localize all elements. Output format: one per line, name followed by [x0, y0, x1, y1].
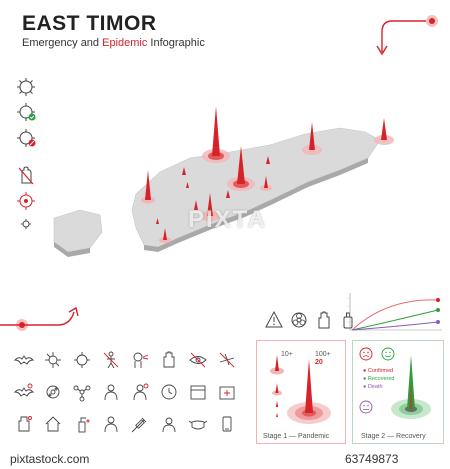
virus-icon — [74, 352, 90, 368]
page-subtitle: Emergency and Epidemic Infographic — [22, 37, 205, 49]
disinfect-icon — [78, 417, 90, 433]
main-island-edge — [144, 158, 368, 252]
virus-cell-icon — [46, 385, 60, 399]
oecusse-edge — [54, 242, 90, 257]
stage1-illustration — [270, 355, 331, 424]
left-icons-svg — [17, 78, 36, 229]
stay-home-icon — [133, 383, 149, 401]
biohazard-icon — [291, 312, 307, 328]
icon-grid-svg — [13, 351, 235, 433]
phone-icon — [222, 416, 232, 432]
spike — [145, 170, 151, 200]
home-icon — [45, 416, 61, 432]
bat-virus-icon — [13, 383, 35, 397]
east-timor-map — [53, 106, 394, 257]
legend-confirmed-label: Confirmed — [367, 368, 394, 374]
virus-icon — [17, 78, 35, 96]
spike — [381, 118, 387, 140]
spike — [163, 228, 167, 240]
subtitle-accent: Epidemic — [102, 37, 148, 49]
confirmed-line — [351, 299, 439, 331]
no-flight-icon — [219, 352, 235, 368]
sneeze-icon — [133, 352, 149, 368]
death-line — [351, 321, 439, 331]
virus-red-icon — [17, 192, 35, 210]
spike — [156, 218, 159, 224]
spike — [194, 200, 198, 210]
pin-dot — [429, 18, 435, 24]
trend-line-chart — [347, 293, 442, 331]
person-virus-icon — [104, 416, 118, 433]
page-title: EAST TIMOR — [22, 12, 157, 35]
stop-hand-icon — [318, 311, 330, 329]
hospital-icon — [219, 386, 235, 400]
spike — [266, 156, 270, 164]
icon-grid — [12, 348, 252, 444]
stage1-high-value: 100+ — [315, 351, 331, 358]
legend-death: ● Death — [363, 384, 383, 390]
sanitizer-icon — [343, 312, 353, 329]
legend-death-label: Death — [367, 384, 383, 390]
outbreak-spikes — [141, 106, 394, 243]
no-touch-icon — [18, 166, 34, 185]
stage1-high-sub: 20 — [315, 359, 323, 366]
curved-arrow-top — [376, 15, 438, 56]
spike — [186, 182, 189, 188]
footer-image-id: 63749873 — [345, 452, 399, 466]
stage2-panel: ● Confirmed ● Recovered ● Death Stage 2 … — [352, 340, 444, 444]
happy-face-icon — [381, 347, 395, 361]
virus-check-icon — [17, 103, 36, 121]
legend-recovered-label: Recovered — [367, 376, 395, 382]
left-icon-column — [14, 76, 42, 236]
clock-icon — [161, 384, 177, 400]
warning-icon — [265, 310, 283, 328]
small-virus-icon — [21, 219, 31, 229]
hand-sanitize-icon — [18, 416, 32, 432]
hand-wash-icon — [163, 351, 175, 368]
stage1-low-value: 10+ — [281, 351, 293, 358]
no-handshake-icon — [103, 351, 119, 369]
hazard-icon-row — [265, 310, 353, 329]
sad-face-icon — [359, 347, 373, 361]
stage1-panel: 10+ 100+ 20 Stage 1 — Pandemic — [256, 340, 346, 444]
no-eye-touch-icon — [189, 352, 207, 368]
recovered-line — [351, 309, 439, 331]
spike — [237, 146, 245, 184]
spike — [264, 176, 268, 188]
legend-confirmed: ● Confirmed — [363, 368, 394, 374]
oecusse-region — [53, 209, 103, 253]
stage1-label: Stage 1 — Pandemic — [263, 433, 330, 440]
spike — [207, 193, 213, 216]
doctor-icon — [104, 384, 118, 401]
subtitle-suffix: Infographic — [147, 37, 205, 49]
virus-spread-icon — [45, 352, 61, 368]
stage2-label: Stage 2 — Recovery — [361, 433, 426, 440]
virus-test-icon — [162, 417, 176, 433]
curved-arrow-bottom — [0, 306, 79, 331]
spike — [309, 122, 315, 150]
legend-recovered: ● Recovered — [363, 376, 395, 382]
spike — [226, 190, 230, 198]
neutral-face-icon — [359, 400, 373, 414]
subtitle-prefix: Emergency and — [22, 37, 103, 49]
mask-icon — [188, 420, 208, 430]
molecule-icon — [73, 385, 91, 402]
spike — [182, 167, 186, 175]
virus-block-icon — [17, 129, 36, 147]
watermark: PIXTA — [188, 206, 267, 233]
footer-bar — [0, 448, 450, 469]
bat-icon — [13, 355, 35, 365]
footer-brand: pixtastock.com — [10, 452, 90, 466]
vaccine-icon — [131, 417, 147, 433]
calendar-icon — [190, 385, 206, 400]
spike — [212, 106, 220, 156]
stage2-illustration — [359, 347, 431, 419]
